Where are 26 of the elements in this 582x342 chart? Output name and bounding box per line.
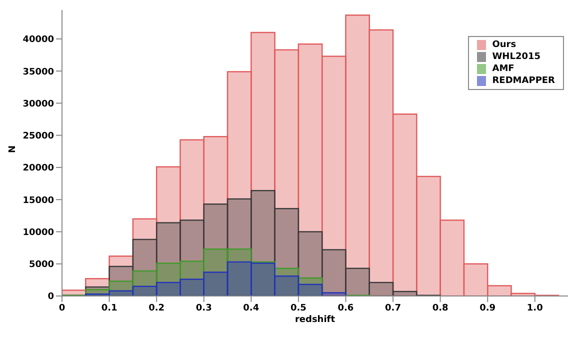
x-tick-label: 0.7 [385,303,402,314]
x-tick-label: 0 [58,303,66,314]
x-tick-label: 0.8 [432,303,448,314]
y-tick-label: 30000 [22,99,54,110]
x-tick-label: 1.0 [526,303,543,314]
y-tick-label: 25000 [22,132,54,142]
x-tick-label: 0.2 [148,303,165,314]
y-axis-title: N [8,145,18,153]
y-tick-label: 15000 [22,196,54,206]
y-tick-label: 35000 [22,67,54,78]
x-tick-label: 0.3 [196,303,212,314]
legend-label: AMF [492,63,514,75]
y-tick-label: 0 [48,292,54,302]
y-tick-label: 20000 [22,164,54,174]
x-axis-title: redshift [294,315,336,325]
x-tick-label: 0.4 [243,303,260,314]
legend-label: WHL2015 [492,51,540,63]
y-tick-label: 40000 [22,35,54,46]
y-tick-label: 10000 [22,228,54,238]
x-tick-label: 0.5 [290,303,306,314]
y-tick-label: 5000 [28,260,54,270]
x-tick-label: 0.9 [480,303,496,314]
legend-label: Ours [492,39,516,51]
x-tick-label: 0.6 [338,303,354,314]
x-tick-label: 0.1 [101,303,118,314]
legend-label: REDMAPPER [492,75,555,87]
